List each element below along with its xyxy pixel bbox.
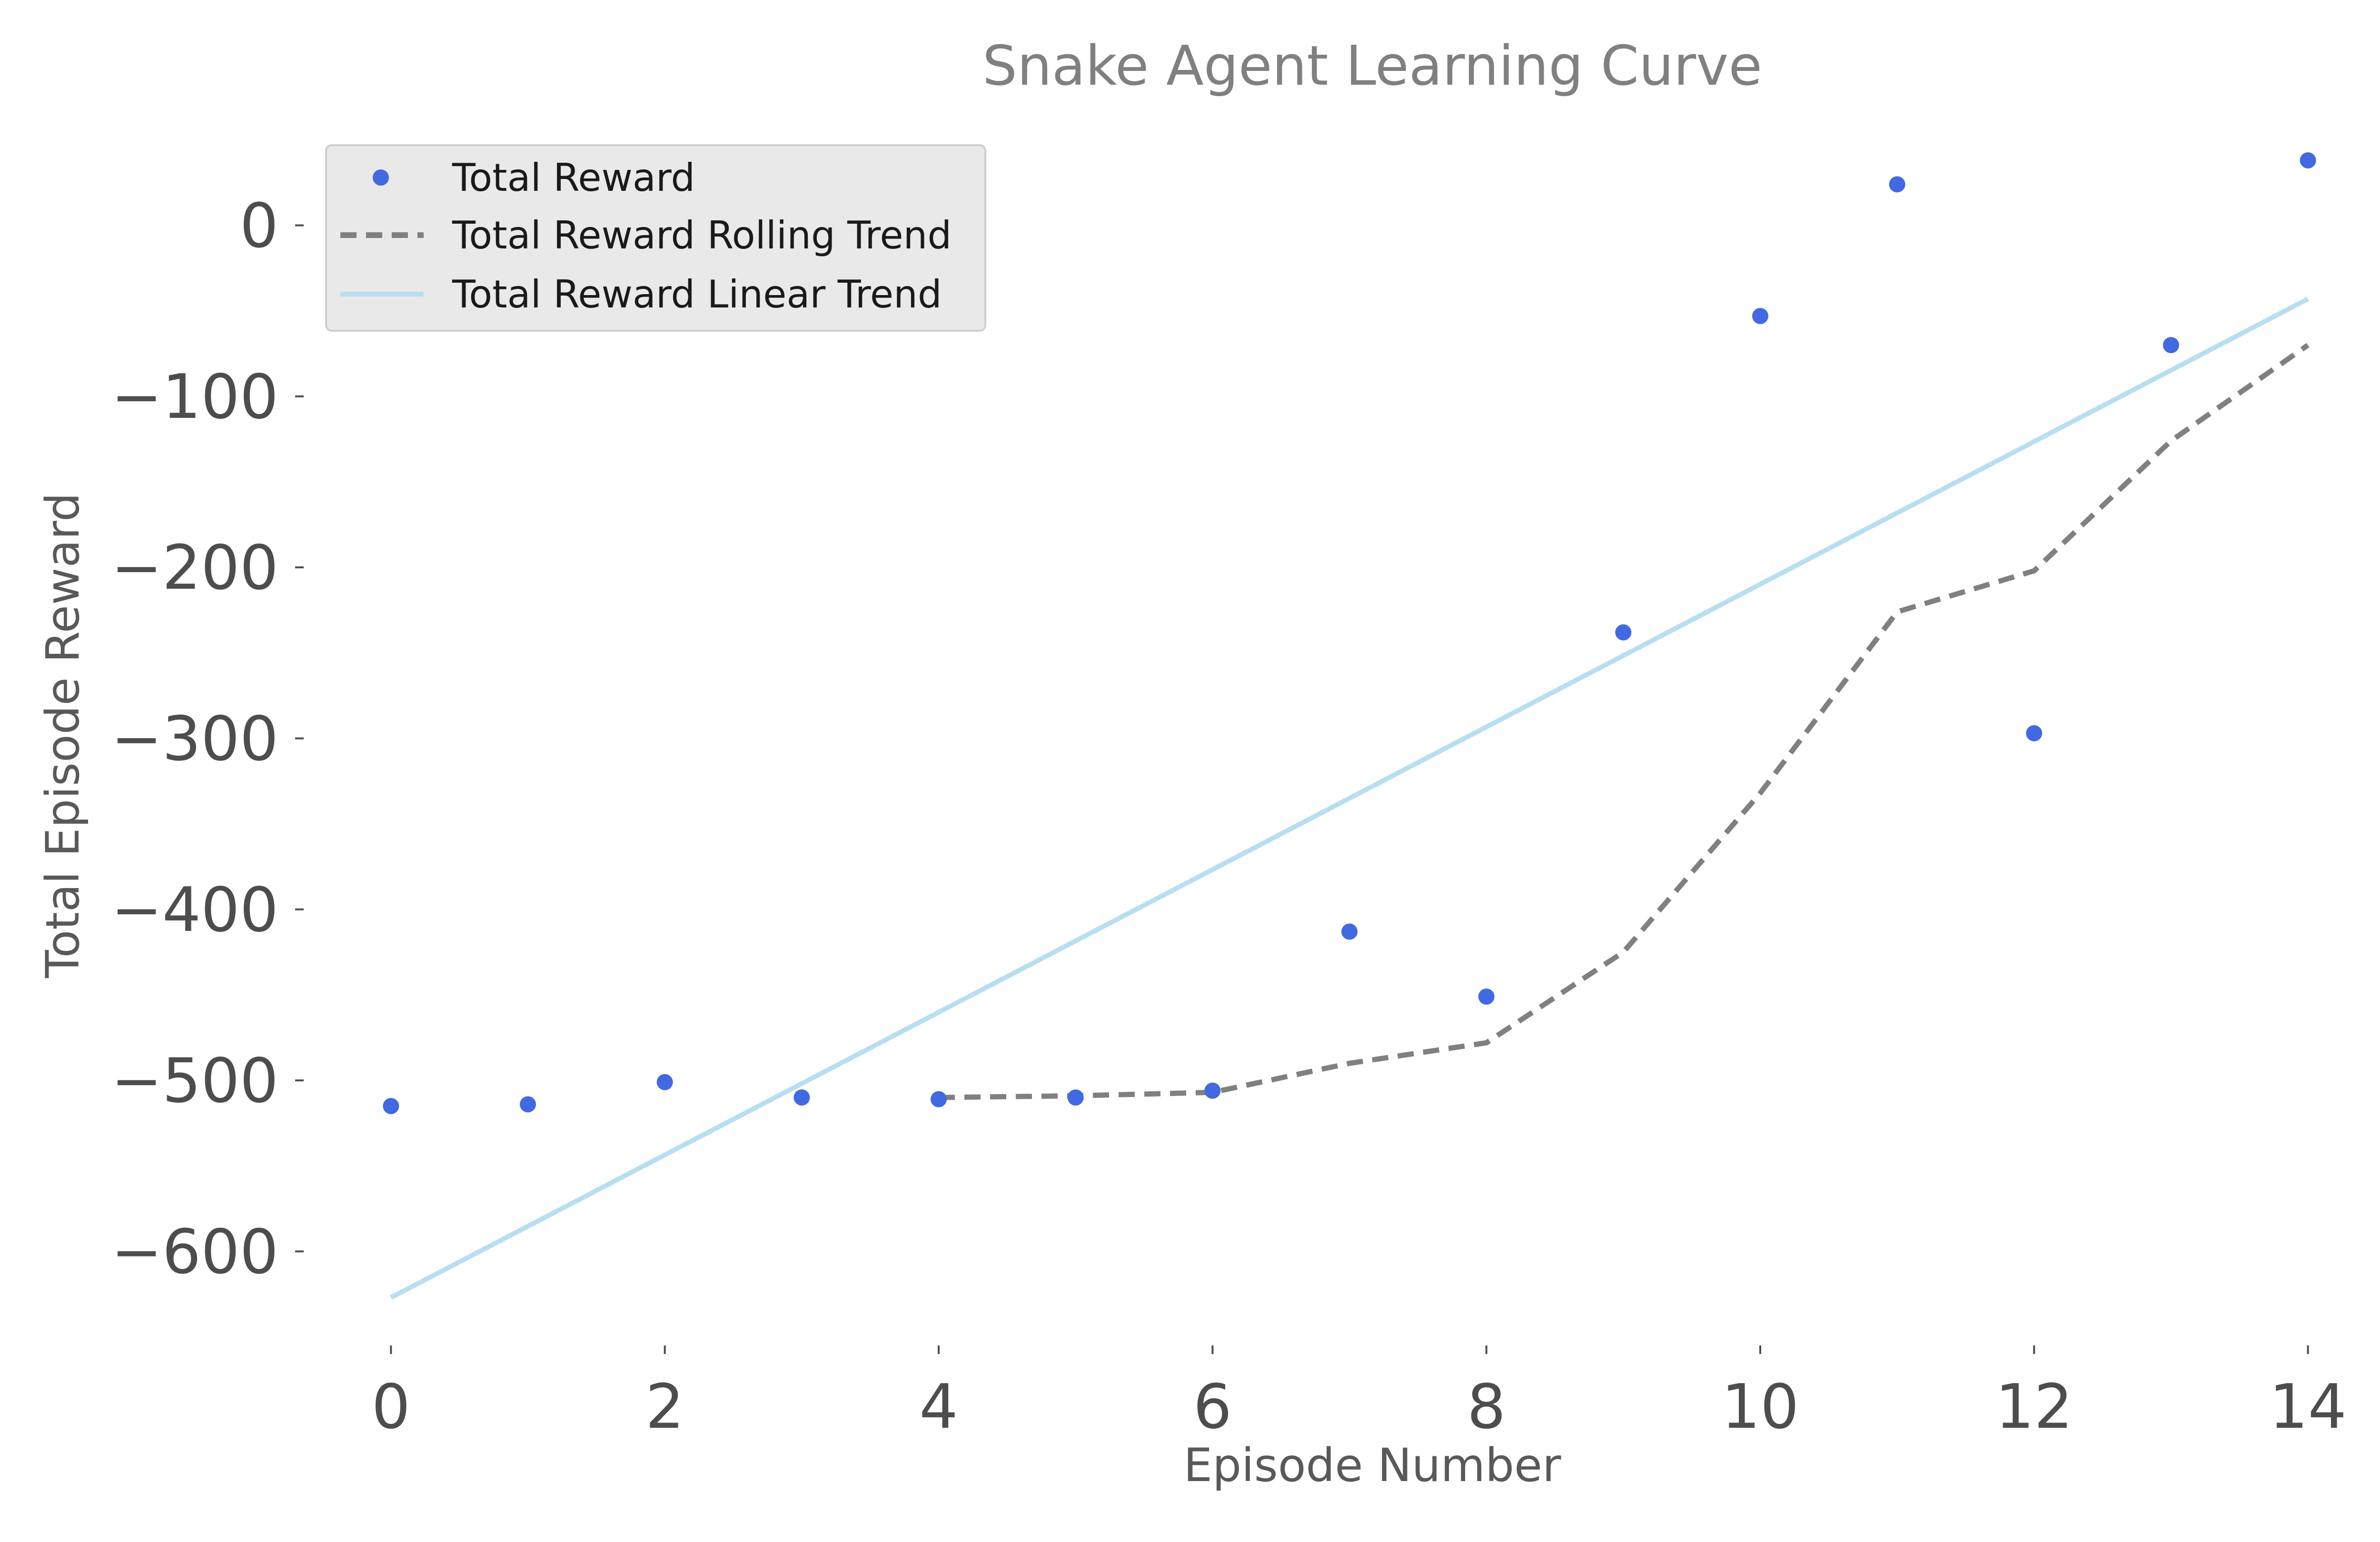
x-tick-label: 6 bbox=[1193, 1372, 1232, 1443]
y-tick-label: −400 bbox=[111, 875, 278, 946]
data-point bbox=[520, 1096, 536, 1113]
data-point bbox=[1204, 1082, 1221, 1099]
data-point bbox=[931, 1091, 947, 1107]
y-tick-label: −100 bbox=[111, 362, 278, 433]
data-point bbox=[2300, 152, 2316, 169]
x-tick-label: 10 bbox=[1722, 1372, 1799, 1443]
total-reward-series bbox=[383, 152, 2316, 1114]
legend-label-rolling-trend: Total Reward Rolling Trend bbox=[452, 213, 952, 257]
legend-box bbox=[325, 144, 986, 332]
x-tick-label: 8 bbox=[1467, 1372, 1506, 1443]
x-tick-label: 2 bbox=[645, 1372, 684, 1443]
legend: Total Reward Total Reward Rolling Trend … bbox=[325, 144, 986, 332]
data-point bbox=[1341, 923, 1358, 940]
data-point bbox=[2162, 337, 2179, 354]
x-axis: 0 2 4 6 8 10 12 14 bbox=[372, 1345, 2347, 1443]
linear-trend-series bbox=[390, 297, 2309, 1300]
x-tick-label: 14 bbox=[2269, 1372, 2347, 1443]
y-tick-label: −200 bbox=[111, 533, 278, 603]
data-point bbox=[1478, 988, 1495, 1005]
legend-label-linear-trend: Total Reward Linear Trend bbox=[452, 272, 942, 316]
x-axis-title: Episode Number bbox=[1183, 1439, 1561, 1492]
y-tick-label: −500 bbox=[111, 1046, 278, 1117]
data-point bbox=[383, 1098, 399, 1114]
linear-trend-line bbox=[390, 297, 2309, 1300]
y-tick-label: −600 bbox=[111, 1216, 278, 1287]
legend-label-total-reward: Total Reward bbox=[452, 156, 695, 200]
x-tick-label: 4 bbox=[919, 1372, 958, 1443]
x-tick-label: 0 bbox=[372, 1372, 410, 1443]
x-tick-label: 12 bbox=[1995, 1372, 2073, 1443]
y-axis-title: Total Episode Reward bbox=[36, 493, 89, 979]
data-point bbox=[1889, 176, 1905, 193]
y-tick-label: −300 bbox=[111, 703, 278, 774]
data-point bbox=[1067, 1089, 1084, 1106]
data-point bbox=[793, 1089, 810, 1106]
data-point bbox=[656, 1074, 673, 1090]
y-axis: 0 −100 −200 −300 −400 −500 −600 bbox=[111, 191, 304, 1287]
data-point bbox=[1752, 307, 1768, 324]
y-tick-label: 0 bbox=[240, 191, 278, 262]
legend-marker-total-reward bbox=[373, 169, 389, 186]
chart-title: Snake Agent Learning Curve bbox=[982, 34, 1762, 98]
data-point bbox=[2026, 725, 2043, 741]
data-point bbox=[1615, 624, 1632, 641]
